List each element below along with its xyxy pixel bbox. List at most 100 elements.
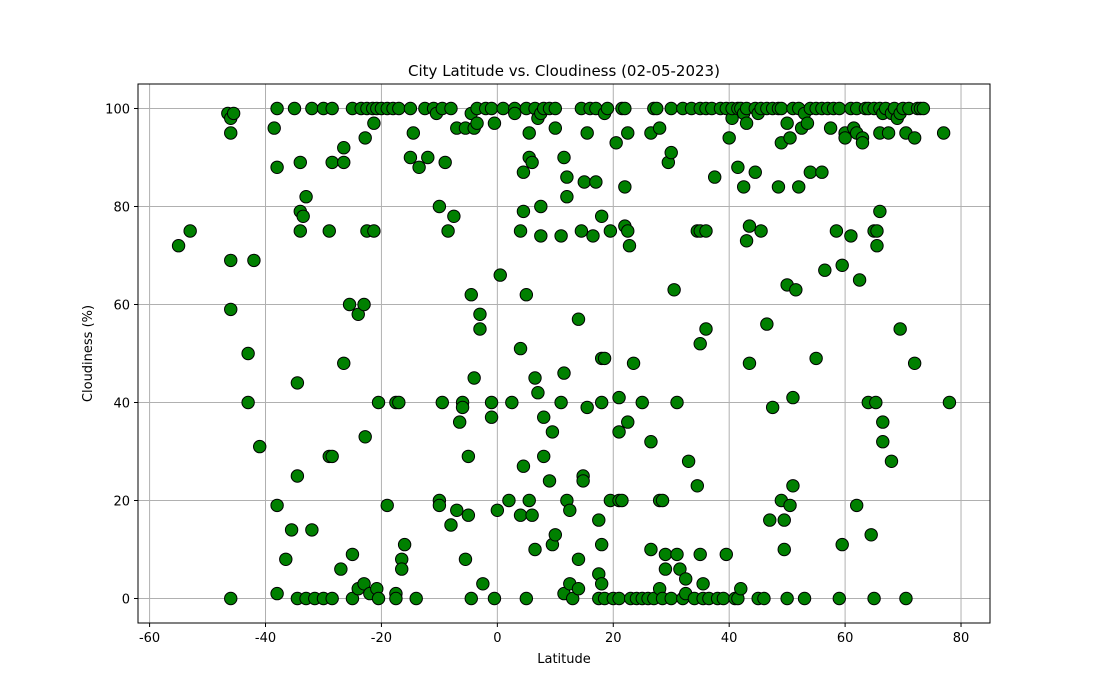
data-point xyxy=(667,283,681,297)
data-point xyxy=(586,229,600,243)
data-point xyxy=(742,356,757,370)
data-point xyxy=(823,121,838,135)
data-point xyxy=(484,101,499,116)
data-point xyxy=(337,356,351,370)
data-point xyxy=(748,165,762,179)
data-point xyxy=(884,454,899,468)
data-point xyxy=(832,591,847,606)
data-point xyxy=(907,356,922,370)
data-point xyxy=(389,591,403,606)
data-point xyxy=(525,508,539,522)
data-point xyxy=(305,101,319,116)
data-point xyxy=(739,116,754,130)
data-point xyxy=(537,449,551,464)
data-point xyxy=(870,239,884,253)
data-point xyxy=(531,386,545,400)
data-point xyxy=(267,121,281,135)
data-point xyxy=(612,425,626,439)
data-point xyxy=(869,395,883,410)
data-point xyxy=(780,116,794,130)
data-point xyxy=(644,542,658,557)
data-point xyxy=(458,552,473,566)
data-point xyxy=(615,493,629,508)
data-point xyxy=(600,101,615,116)
data-point xyxy=(542,474,557,488)
y-tick-label: 40 xyxy=(113,397,130,412)
data-point xyxy=(664,101,678,116)
data-point xyxy=(670,547,684,562)
data-point xyxy=(224,126,238,140)
data-point xyxy=(421,150,435,165)
data-point xyxy=(461,449,476,464)
data-point xyxy=(505,395,519,410)
data-point xyxy=(557,150,571,165)
data-point xyxy=(876,415,890,429)
data-point xyxy=(513,508,528,522)
data-point xyxy=(783,498,797,513)
data-point xyxy=(270,101,284,116)
data-point xyxy=(253,439,267,454)
data-point xyxy=(618,101,632,116)
data-point xyxy=(560,170,574,184)
data-point xyxy=(305,523,319,537)
data-point xyxy=(907,131,922,145)
data-point xyxy=(513,341,528,356)
data-point xyxy=(754,224,768,238)
data-point xyxy=(537,410,551,424)
data-point xyxy=(786,479,800,493)
data-point xyxy=(183,224,197,238)
data-point xyxy=(516,204,531,219)
data-point xyxy=(621,126,635,140)
data-point xyxy=(719,547,733,562)
data-point xyxy=(818,263,832,277)
data-point xyxy=(358,430,372,444)
data-point xyxy=(789,283,803,297)
data-point xyxy=(594,209,609,224)
data-point xyxy=(870,224,884,238)
data-point xyxy=(899,591,913,606)
data-point xyxy=(673,562,687,576)
data-point xyxy=(771,180,786,194)
data-point xyxy=(736,180,751,194)
data-point xyxy=(452,415,467,429)
data-point xyxy=(739,234,754,248)
data-point xyxy=(337,141,351,155)
data-point xyxy=(241,395,255,410)
data-point xyxy=(403,150,418,165)
data-point xyxy=(487,116,502,130)
data-point xyxy=(392,395,406,410)
data-point xyxy=(621,415,635,429)
data-point xyxy=(432,199,447,214)
data-point xyxy=(464,288,478,302)
data-point xyxy=(545,425,560,439)
chart-title: City Latitude vs. Cloudiness (02-05-2023… xyxy=(408,62,720,80)
data-point xyxy=(367,224,381,238)
data-point xyxy=(516,165,531,179)
data-point xyxy=(444,518,458,532)
data-point xyxy=(622,239,637,253)
data-point xyxy=(664,145,678,160)
data-point xyxy=(774,101,789,116)
data-point xyxy=(757,591,771,606)
data-point xyxy=(864,528,878,542)
data-point xyxy=(592,513,606,527)
data-point xyxy=(380,498,394,513)
data-point xyxy=(867,591,881,606)
data-point xyxy=(707,170,722,184)
data-point xyxy=(571,312,586,326)
data-point xyxy=(409,591,423,606)
data-point xyxy=(618,180,632,194)
data-point xyxy=(881,126,896,140)
data-point xyxy=(290,469,305,483)
data-point xyxy=(554,229,568,243)
data-point xyxy=(722,131,736,145)
data-point xyxy=(438,155,452,170)
data-point xyxy=(357,297,371,312)
data-point xyxy=(493,268,507,282)
data-point xyxy=(548,121,563,135)
data-point xyxy=(513,224,528,238)
data-point xyxy=(565,591,580,606)
data-point xyxy=(777,513,791,527)
x-tick-label: 60 xyxy=(837,631,854,646)
